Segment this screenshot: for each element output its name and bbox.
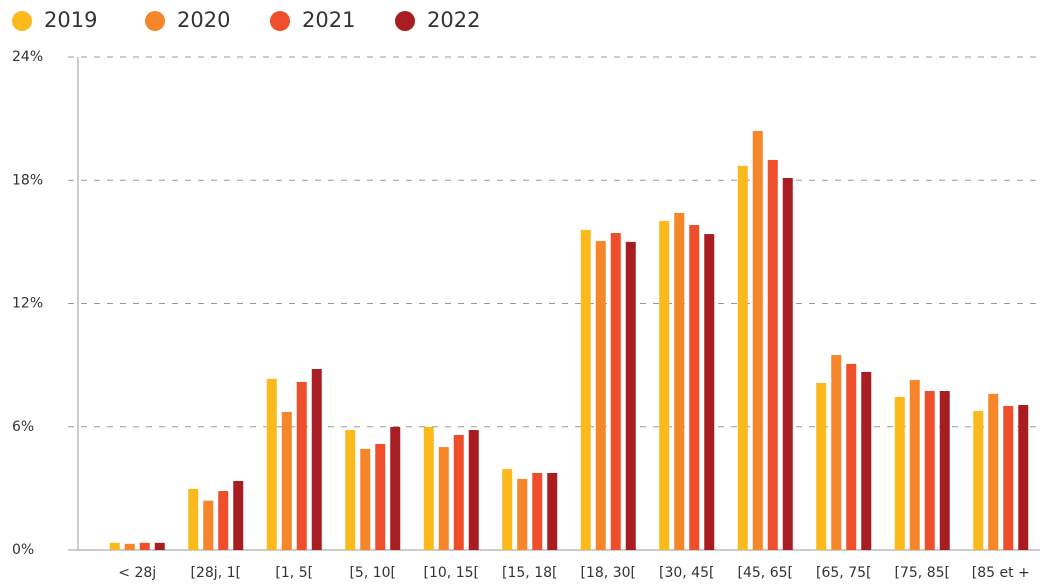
bar [846,363,857,550]
bar [1003,406,1014,550]
x-tick-label: [5, 10[ [349,565,396,581]
bar [939,391,950,550]
y-tick-label: 12% [12,296,43,312]
bar [704,234,715,551]
legend-label: 2021 [302,8,355,32]
bar [360,448,371,550]
bar [218,491,229,550]
x-tick-label: [10, 15[ [424,565,479,581]
bar [595,241,606,550]
bar [266,378,277,550]
bar [281,411,292,550]
bar [737,165,748,550]
bar [154,542,165,550]
legend-label: 2020 [177,8,230,32]
bar [659,220,670,551]
x-tick-label: [75, 85[ [895,565,950,581]
bar [861,371,872,550]
x-tick-label: [65, 75[ [816,565,871,581]
bar [109,542,120,550]
bar [203,500,214,550]
y-tick-label: 24% [12,49,43,65]
y-tick-label: 0% [12,542,34,558]
bar [816,382,827,550]
x-tick-label: < 28j [118,565,156,581]
x-tick-label: [45, 65[ [738,565,793,581]
bar [674,212,685,550]
y-tick-label: 6% [12,419,34,435]
bar [502,469,513,550]
legend-swatch [145,11,165,31]
bar [124,543,135,550]
bar [924,391,935,550]
x-tick-label: [18, 30[ [581,565,636,581]
bar [375,444,386,550]
bar [390,426,401,550]
legend-label: 2019 [44,8,97,32]
bar [139,542,150,550]
bar [767,159,778,550]
bar [453,434,464,550]
legend-swatch [270,11,290,31]
bar [625,241,636,550]
bar [1018,404,1029,550]
bar [610,233,621,550]
bar [894,396,905,550]
bar [532,472,543,550]
bar [517,478,528,550]
bar [580,229,591,551]
x-tick-label: [1, 5[ [275,565,313,581]
bar [689,225,700,551]
bar [909,379,920,550]
x-tick-label: [30, 45[ [659,565,714,581]
bar [233,480,244,550]
bar [831,355,842,550]
bar [752,130,763,550]
x-tick-label: [85 et + [972,565,1030,581]
bar [311,369,322,550]
bar [782,177,793,550]
bar [438,447,449,550]
bar [345,430,356,550]
y-tick-label: 18% [12,172,43,188]
legend-swatch [12,11,32,31]
bar [296,381,307,550]
bar [988,393,999,550]
legend-label: 2022 [427,8,480,32]
legend-swatch [395,11,415,31]
x-tick-label: [28j, 1[ [191,565,241,581]
bar [547,472,558,550]
x-tick-label: [15, 18[ [502,565,557,581]
bar [188,488,199,550]
bar [468,430,479,550]
bar [423,426,434,550]
bar [973,410,984,550]
